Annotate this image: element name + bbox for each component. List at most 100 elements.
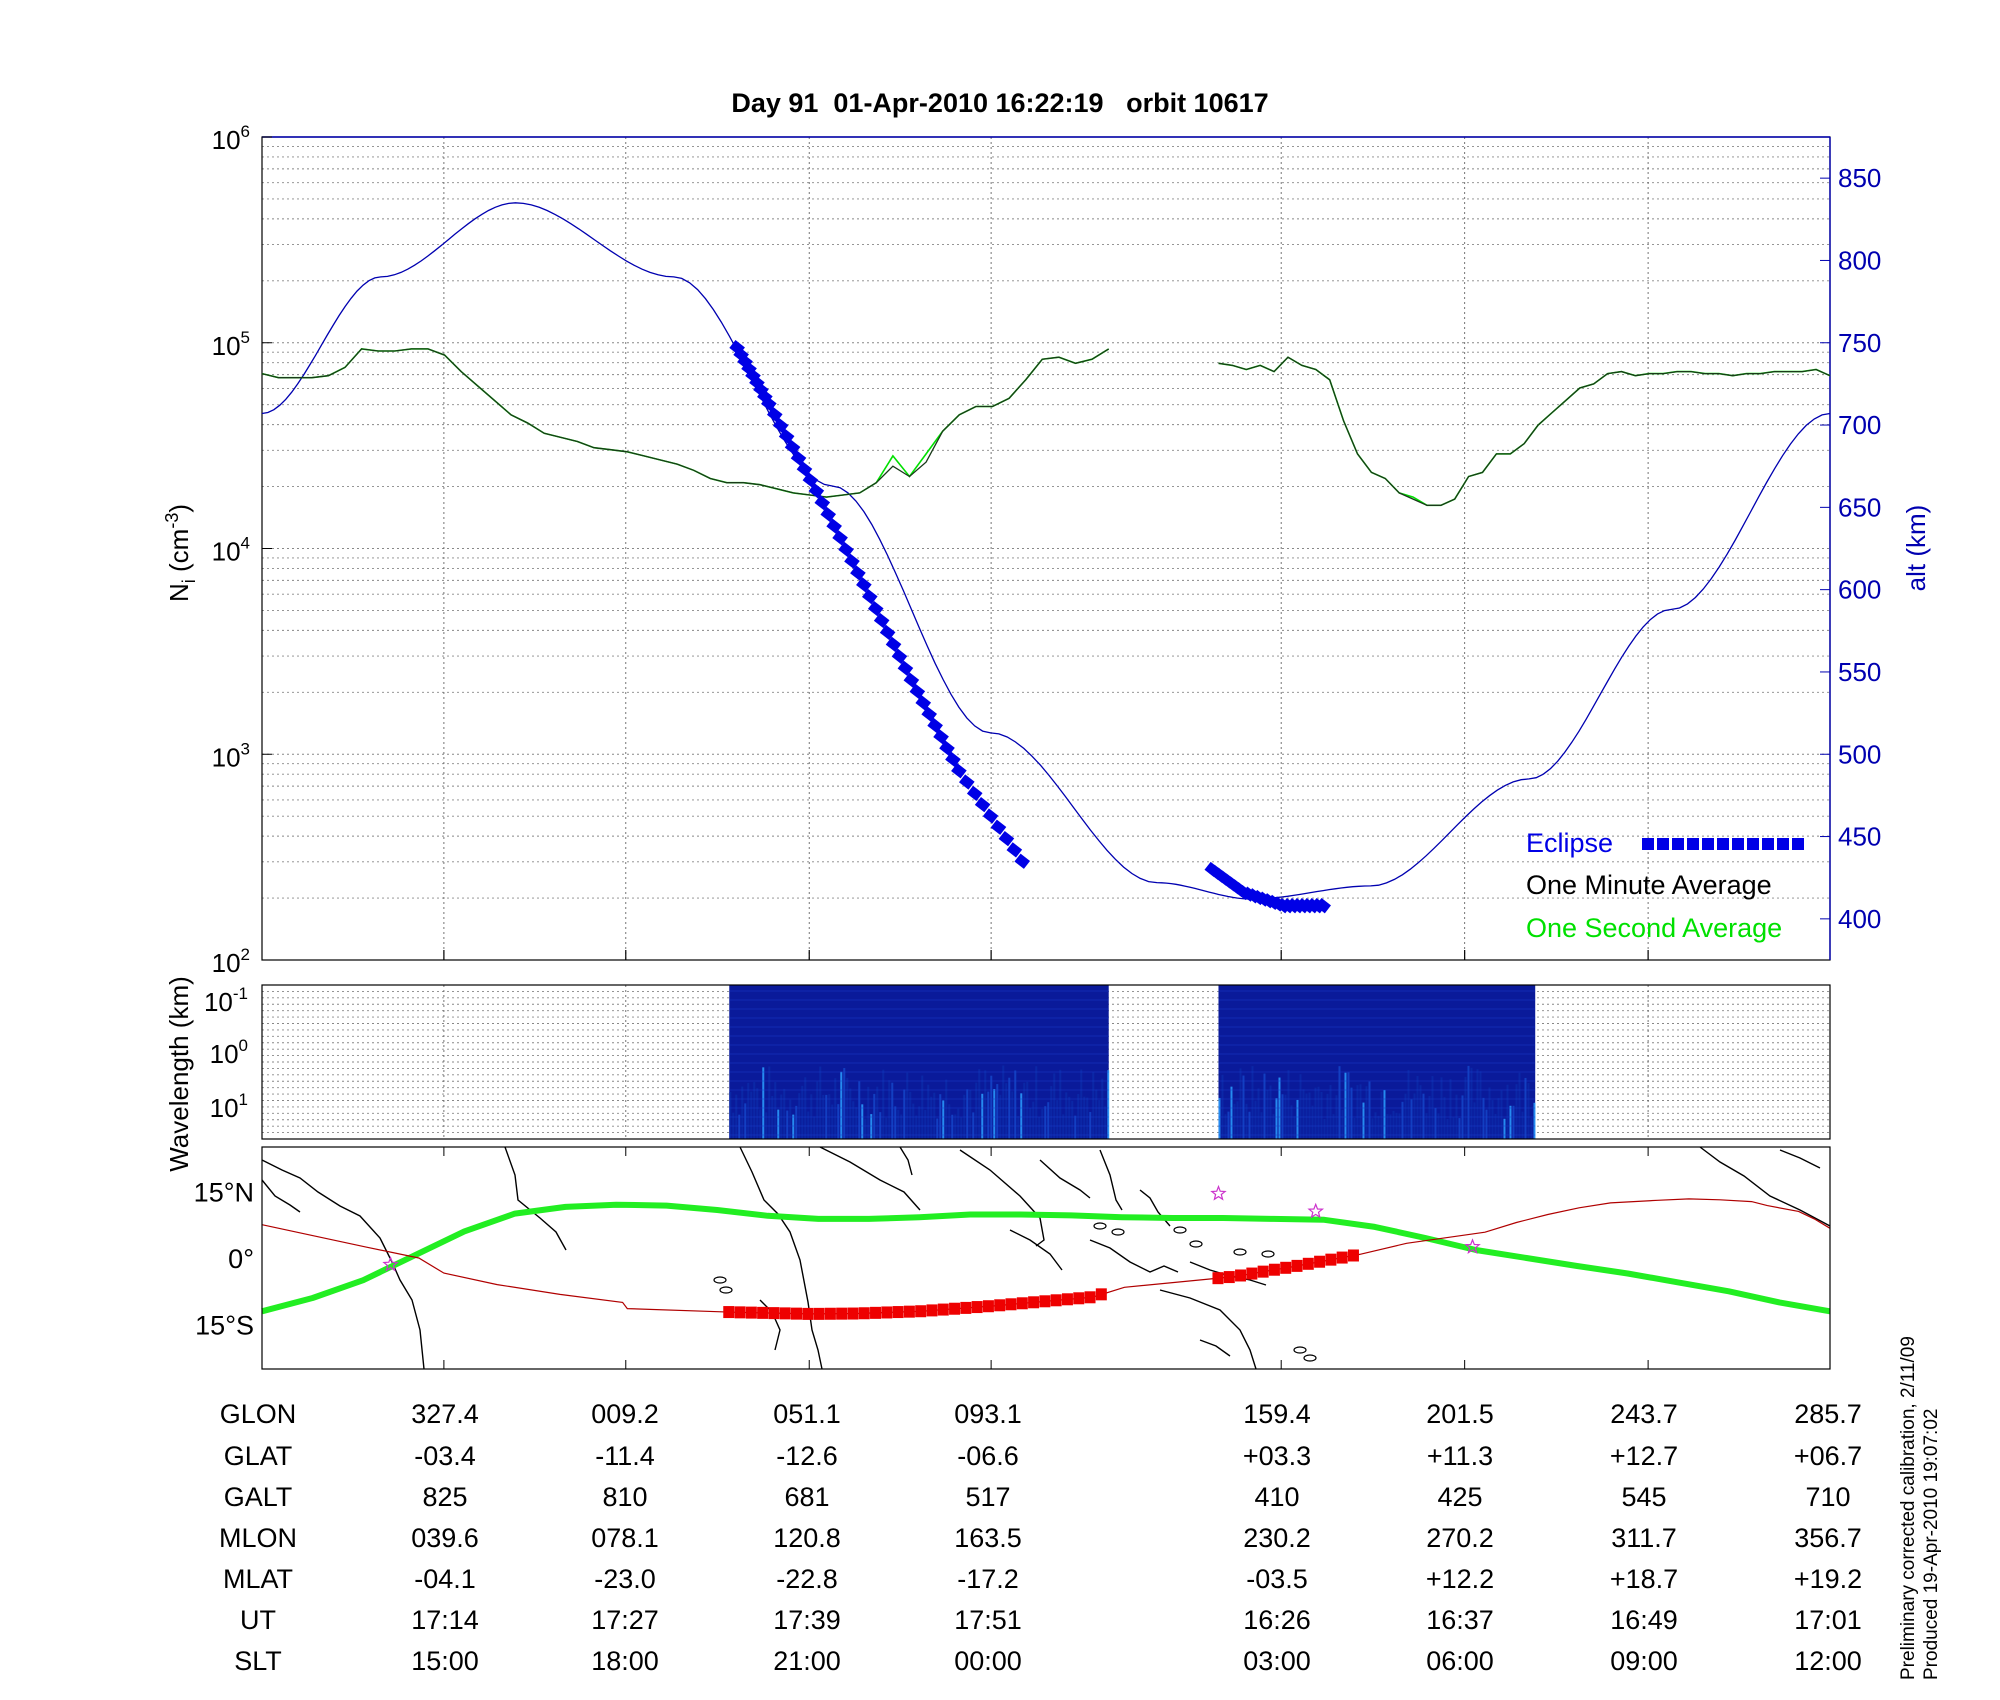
coastline	[739, 1146, 823, 1370]
eclipse-marker	[850, 565, 866, 581]
legend-eclipse-swatch	[1672, 838, 1684, 850]
spectro-column	[828, 1094, 831, 1139]
table-row-label: GLON	[219, 1399, 297, 1429]
spectro-column	[1308, 1092, 1311, 1139]
alt-tick-label: 500	[1838, 739, 1881, 769]
coastline	[261, 1179, 301, 1213]
table-cell: 311.7	[1611, 1523, 1677, 1553]
eclipse-track-marker	[1347, 1249, 1359, 1262]
spectro-column	[1005, 1083, 1008, 1139]
spectro-column	[843, 1068, 846, 1139]
legend-eclipse-swatch	[1642, 838, 1654, 850]
eclipse-track-marker	[926, 1304, 938, 1317]
spectro-column	[1386, 1114, 1389, 1139]
eclipse-marker	[945, 751, 961, 768]
table-cell: -12.6	[776, 1441, 838, 1471]
table-cell: 16:49	[1610, 1605, 1678, 1635]
island-outline	[1233, 1248, 1247, 1256]
coastline	[1779, 1149, 1821, 1169]
spectro-column	[1464, 1076, 1467, 1139]
spectro-column	[978, 1069, 981, 1139]
table-cell: 163.5	[954, 1523, 1022, 1553]
table-cell: 009.2	[591, 1399, 659, 1429]
eclipse-marker	[832, 530, 848, 546]
spectro-column	[1512, 1105, 1515, 1139]
eclipse-track-marker	[1084, 1291, 1096, 1304]
spectro-column	[1023, 1082, 1026, 1139]
spectro-column	[795, 1105, 798, 1139]
spectro-column	[753, 1082, 756, 1139]
eclipse-track-marker	[994, 1299, 1006, 1312]
eclipse-marker	[867, 600, 884, 617]
legend-eclipse-swatch	[1747, 838, 1759, 850]
table-cell: -03.5	[1246, 1564, 1308, 1594]
spectro-column	[765, 1112, 768, 1139]
spectro-column	[1035, 1066, 1038, 1139]
spectro-column	[1374, 1112, 1377, 1139]
spectro-column	[1407, 1070, 1410, 1139]
spectro-column	[819, 1066, 822, 1139]
table-cell: 039.6	[411, 1523, 479, 1553]
table-cell: 201.5	[1426, 1399, 1494, 1429]
eclipse-marker	[808, 483, 825, 499]
spectro-column	[1017, 1116, 1020, 1139]
chart-title: Day 91 01-Apr-2010 16:22:19 orbit 10617	[731, 88, 1269, 118]
eclipse-track-marker	[915, 1305, 927, 1318]
map-lat-label: 15°N	[194, 1177, 254, 1207]
table-cell: 17:39	[773, 1605, 841, 1635]
table-cell: -17.2	[957, 1564, 1019, 1594]
spectro-column	[1419, 1085, 1422, 1139]
spectro-column	[1008, 1077, 1011, 1139]
coastline	[819, 1146, 921, 1211]
spectro-column	[741, 1086, 744, 1139]
table-cell: -11.4	[595, 1441, 655, 1471]
spectro-column	[1410, 1099, 1413, 1139]
eclipse-track-marker	[1302, 1257, 1314, 1270]
spectro-column	[909, 1091, 912, 1139]
spectro-column	[894, 1106, 897, 1139]
spectro-column	[945, 1079, 948, 1139]
eclipse-track-marker	[960, 1301, 972, 1314]
spectro-column	[801, 1085, 804, 1139]
spectro-column	[1041, 1108, 1044, 1139]
spectro-column	[867, 1086, 870, 1139]
spectro-column	[1056, 1100, 1059, 1139]
eclipse-track-marker	[1246, 1267, 1258, 1280]
table-cell: 093.1	[954, 1399, 1022, 1429]
spectro-column	[1503, 1118, 1506, 1139]
alt-tick-label: 450	[1838, 822, 1881, 852]
eclipse-marker	[966, 785, 983, 801]
table-row-label: SLT	[234, 1646, 282, 1676]
map-panel-bg	[262, 1147, 1830, 1369]
eclipse-marker	[856, 577, 872, 593]
table-cell: 078.1	[591, 1523, 659, 1553]
table-cell: 270.2	[1426, 1523, 1494, 1553]
spectro-column	[1422, 1093, 1425, 1139]
spectro-column	[1518, 1072, 1521, 1139]
spectro-column	[1398, 1113, 1401, 1139]
spectro-column	[756, 1088, 759, 1139]
spectro-column	[1455, 1094, 1458, 1139]
table-cell: -23.0	[594, 1564, 656, 1594]
spectro-column	[1323, 1118, 1326, 1139]
spectro-column	[789, 1099, 792, 1139]
spectro-column	[1506, 1084, 1509, 1139]
alt-tick-label: 600	[1838, 575, 1881, 605]
spectro-column	[792, 1114, 795, 1139]
spectro-column	[1086, 1097, 1089, 1139]
spectro-column	[1452, 1117, 1455, 1139]
eclipse-track-marker	[824, 1307, 836, 1320]
spectro-column	[837, 1104, 840, 1139]
table-cell: +12.2	[1425, 1564, 1495, 1594]
eclipse-track-marker	[723, 1306, 735, 1319]
spectro-column	[1101, 1078, 1104, 1139]
table-cell: 681	[784, 1482, 830, 1512]
spectro-column	[924, 1109, 927, 1139]
spectro-column	[1053, 1073, 1056, 1139]
spectro-column	[1257, 1088, 1260, 1139]
eclipse-track-marker	[813, 1307, 825, 1320]
eclipse-marker	[1014, 853, 1031, 869]
spectro-column	[1002, 1065, 1005, 1139]
spectro-column	[1470, 1067, 1473, 1139]
spectro-column	[1077, 1093, 1080, 1139]
